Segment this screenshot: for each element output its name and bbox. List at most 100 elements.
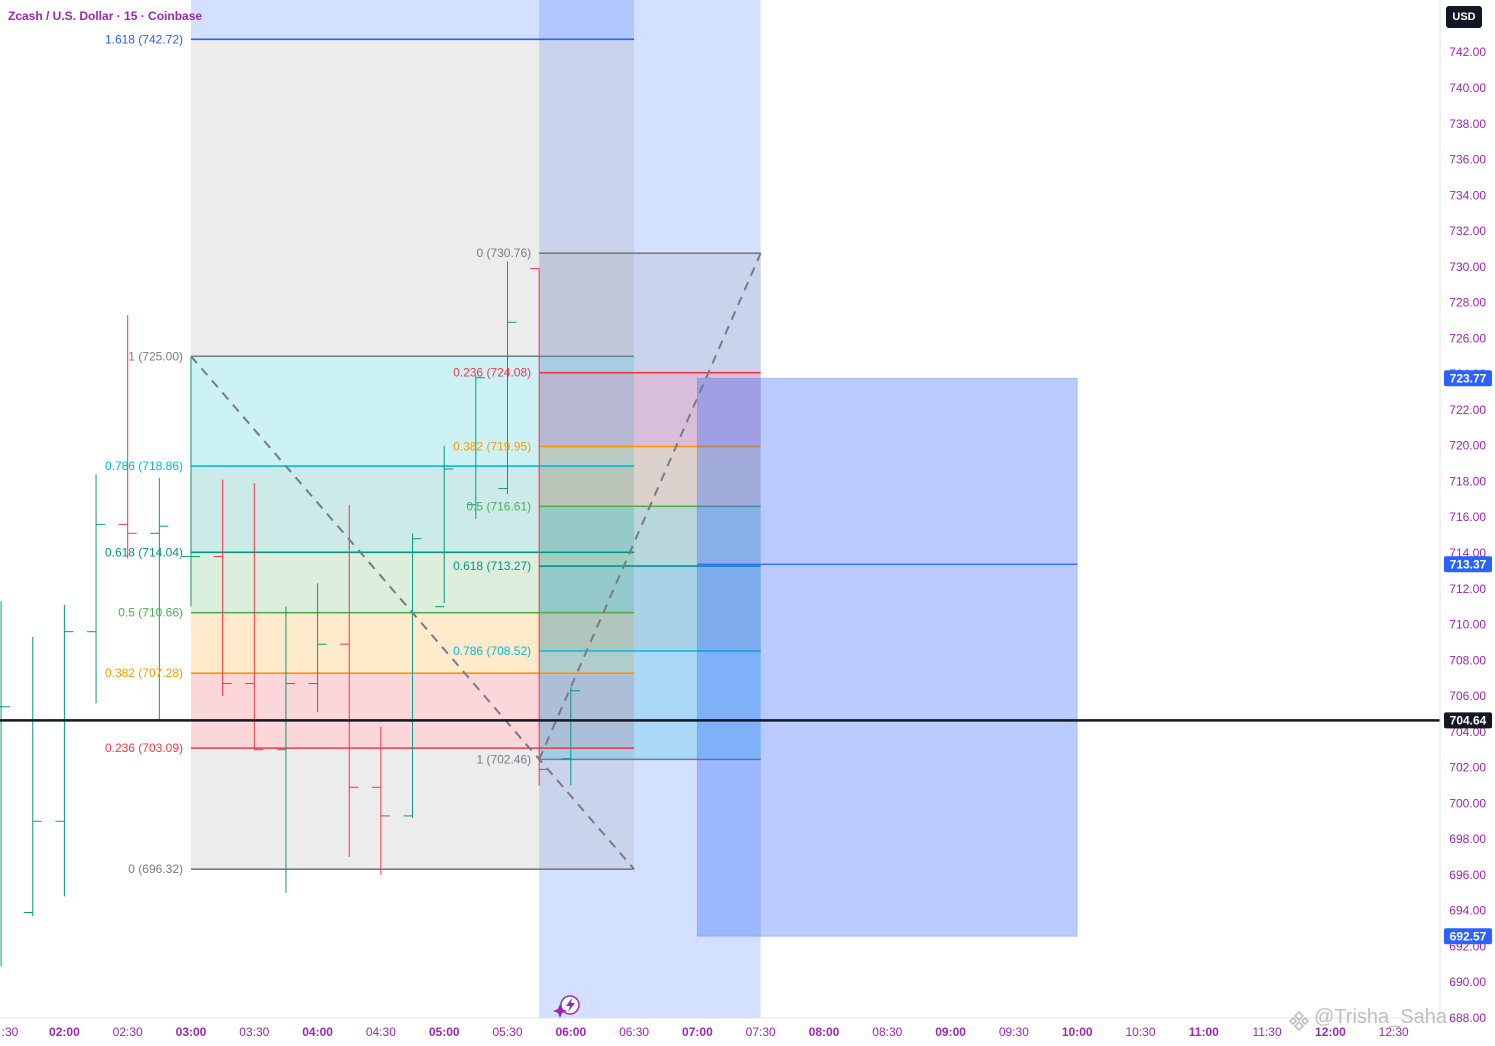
- price-tick-label: 726.00: [1449, 331, 1486, 345]
- ohlc-bar: [435, 445, 454, 608]
- price-badge-label: 713.37: [1450, 557, 1487, 571]
- price-tick-label: 732.00: [1449, 224, 1486, 238]
- ohlc-bar: [0, 601, 11, 967]
- fib-2-label-0-236: 0.236 (724.08): [453, 366, 531, 380]
- fib-2-zone-4: [539, 566, 761, 651]
- time-tick-label: 11:00: [1189, 1025, 1219, 1039]
- price-tick-label: 718.00: [1449, 474, 1486, 488]
- date-range-2: [539, 0, 761, 1018]
- time-tick-label: 12:30: [1379, 1025, 1409, 1039]
- time-tick-label: 11:30: [1253, 1025, 1282, 1039]
- time-tick-label: 08:00: [809, 1025, 840, 1039]
- ohlc-bar: [340, 504, 359, 858]
- lightning-event-icon[interactable]: [553, 995, 580, 1018]
- price-tick-label: 742.00: [1449, 45, 1486, 59]
- fib-1-zone-0: [191, 39, 635, 357]
- time-tick-label: 06:30: [619, 1025, 649, 1039]
- fib-2-zone-5: [539, 650, 761, 760]
- price-tick-label: 740.00: [1449, 81, 1486, 95]
- price-badge: [1444, 370, 1492, 387]
- fib-1-label-1: 1 (725.00): [128, 349, 183, 363]
- ohlc-bar: [150, 477, 169, 720]
- fib-2-trend-line: [538, 252, 762, 760]
- time-tick-label: 08:30: [872, 1025, 902, 1039]
- time-tick-label: :30: [2, 1025, 19, 1039]
- time-tick-label: 05:00: [429, 1025, 460, 1039]
- price-tick-label: 696.00: [1449, 868, 1486, 882]
- time-tick-label: 07:30: [746, 1025, 776, 1039]
- sparkle-shape: [553, 1004, 567, 1018]
- time-tick-label: 10:00: [1062, 1025, 1093, 1039]
- price-tick-label: 712.00: [1449, 582, 1486, 596]
- fib-2-label-1: 1 (702.46): [476, 752, 531, 766]
- binance-logo-icon: [1288, 1010, 1310, 1032]
- price-tick-label: 702.00: [1449, 761, 1486, 775]
- fib-1-trend-line: [190, 355, 635, 870]
- time-tick-label: 09:00: [935, 1025, 966, 1039]
- ohlc-bar: [213, 479, 232, 697]
- watermark-text: @Trisha_Saha: [1314, 1006, 1447, 1028]
- price-badge-label: 723.77: [1450, 371, 1487, 385]
- ohlc-bar: [403, 533, 422, 818]
- trendlines-layer: [0, 252, 1440, 870]
- price-tick-label: 710.00: [1449, 618, 1486, 632]
- fib-2-zone-3: [539, 506, 761, 567]
- ohlc-bar: [371, 726, 390, 875]
- time-tick-label: 06:00: [555, 1025, 586, 1039]
- price-tick-label: 722.00: [1449, 403, 1486, 417]
- ohlc-bar: [308, 583, 327, 713]
- price-tick-label: 694.00: [1449, 904, 1486, 918]
- time-tick-label: 02:30: [113, 1025, 143, 1039]
- price-tick-label: 716.00: [1449, 510, 1486, 524]
- fib-1-label-0-786: 0.786 (718.86): [105, 459, 183, 473]
- fib-1-label-0: 0 (696.32): [128, 862, 183, 876]
- time-tick-label: 03:00: [176, 1025, 207, 1039]
- time-tick-label: 07:00: [682, 1025, 713, 1039]
- candles-layer: [0, 261, 580, 967]
- fib-2-label-0-5: 0.5 (716.61): [466, 499, 531, 513]
- time-tick-label: 10:30: [1125, 1025, 1155, 1039]
- price-tick-label: 688.00: [1449, 1011, 1486, 1025]
- ohlc-bar: [23, 637, 42, 917]
- price-range-box: [696, 377, 1078, 937]
- price-badge: [1444, 556, 1492, 573]
- fib-2-label-0-382: 0.382 (719.95): [453, 440, 531, 454]
- fib-2-label-0-618: 0.618 (713.27): [453, 559, 531, 573]
- currency-button[interactable]: USD: [1446, 6, 1482, 28]
- fib-2-zone-0: [539, 253, 761, 373]
- price-tick-label: 706.00: [1449, 689, 1486, 703]
- fib-1-label-0-236: 0.236 (703.09): [105, 741, 183, 755]
- fib-1-label-0-618: 0.618 (714.04): [105, 545, 183, 559]
- labels-layer: 1.618 (742.72) 1 (725.00) 0.786 (718.86) 0.…: [105, 32, 531, 876]
- symbol-title[interactable]: Zcash / U.S. Dollar · 15 · Coinbase: [8, 9, 203, 23]
- fib-2-zone-1: [539, 372, 761, 447]
- time-tick-label: 02:00: [49, 1025, 80, 1039]
- price-badge: [1444, 928, 1492, 945]
- fib-2-label-0: 0 (730.76): [476, 246, 531, 260]
- backgrounds-layer: [191, 0, 761, 1018]
- price-tick-label: 734.00: [1449, 188, 1486, 202]
- ohlc-bar: [118, 315, 137, 559]
- date-range-1: [191, 0, 635, 40]
- time-tick-label: 04:30: [366, 1025, 396, 1039]
- fib-1-label-0-5: 0.5 (710.66): [118, 606, 183, 620]
- fib-1-label-1-618: 1.618 (742.72): [105, 32, 183, 46]
- lightning-bolt-shape: [566, 998, 575, 1012]
- price-tick-label: 698.00: [1449, 832, 1486, 846]
- price-tick-label: 700.00: [1449, 796, 1486, 810]
- boxes-layer: [696, 377, 1078, 937]
- ohlc-bar: [276, 606, 295, 893]
- fib-2-zone-2: [539, 446, 761, 507]
- ohlc-bar: [466, 375, 485, 520]
- time-tick-label: 09:30: [999, 1025, 1029, 1039]
- price-tick-label: 736.00: [1449, 153, 1486, 167]
- ohlc-bar: [55, 604, 74, 897]
- time-tick-label: 03:30: [239, 1025, 269, 1039]
- price-tick-label: 690.00: [1449, 975, 1486, 989]
- price-tick-label: 730.00: [1449, 260, 1486, 274]
- price-tick-label: 728.00: [1449, 296, 1486, 310]
- ohlc-bar: [245, 483, 264, 751]
